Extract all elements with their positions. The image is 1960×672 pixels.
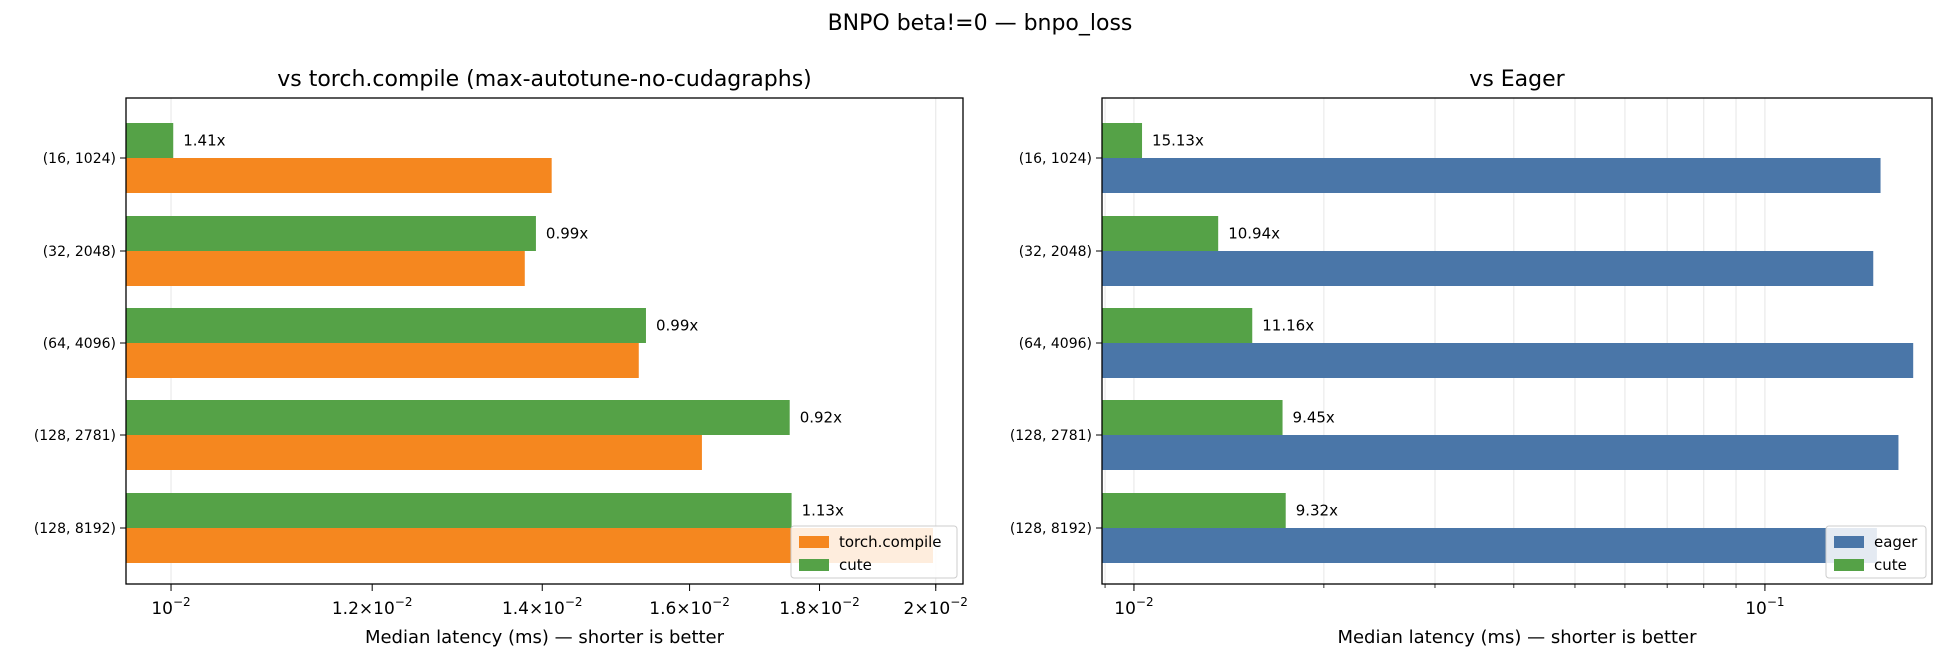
bar-eager-3 — [1102, 343, 1914, 378]
bar-torch-compile-2 — [126, 251, 525, 286]
bar-cute-2 — [126, 216, 536, 251]
x-tick-label: 10−2 — [151, 595, 190, 619]
legend-swatch — [799, 559, 829, 571]
y-tick-label: (16, 1024) — [1019, 151, 1092, 167]
bar-eager-2 — [1102, 251, 1874, 286]
bar-cute-2 — [1102, 216, 1219, 251]
plot-frame — [1101, 97, 1933, 585]
data-label: 9.45x — [1293, 409, 1335, 427]
data-label: 9.32x — [1296, 502, 1338, 520]
bar-eager-5 — [1102, 528, 1877, 563]
bar-cute-4 — [126, 400, 790, 435]
bars: 15.13x 10.94x 11.16x 9.45x 9.32x — [1102, 123, 1914, 563]
x-axis-label: Median latency (ms) — shorter is better — [1337, 627, 1697, 648]
y-tick-label: (16, 1024) — [43, 151, 116, 167]
panel-title: vs torch.compile (max-autotune-no-cudagr… — [277, 67, 812, 92]
bar-cute-3 — [126, 308, 646, 343]
figure-suptitle: BNPO beta!=0 — bnpo_loss — [828, 11, 1133, 36]
panel-title: vs Eager — [1469, 67, 1565, 92]
bar-cute-3 — [1102, 308, 1253, 343]
bar-eager-4 — [1102, 435, 1899, 470]
legend-box — [790, 525, 958, 579]
bars: 1.41x 0.99x 0.99x 0.92x 1.13x — [126, 123, 933, 563]
y-tick-label: (128, 2781) — [1010, 428, 1092, 444]
x-tick-label: 1.6×10−2 — [649, 595, 730, 619]
bar-cute-1 — [126, 123, 174, 158]
bar-eager-1 — [1102, 158, 1881, 193]
legend-swatch — [799, 536, 829, 548]
legend-label: cute — [1874, 556, 1907, 574]
legend-swatch — [1834, 559, 1864, 571]
data-label: 0.92x — [800, 409, 842, 427]
x-tick-label: 1.4×10−2 — [502, 595, 583, 619]
data-label: 0.99x — [656, 317, 698, 335]
chart-panel-2: 15.13x 10.94x 11.16x 9.45x 9.32x (16, 1024) (3… — [1010, 67, 1933, 648]
bar-cute-5 — [126, 493, 792, 528]
legend-label: cute — [839, 556, 872, 574]
data-label: 11.16x — [1262, 317, 1314, 335]
y-tick-label: (32, 2048) — [1019, 244, 1092, 260]
legend-swatch — [1834, 536, 1864, 548]
bar-cute-5 — [1102, 493, 1286, 528]
data-label: 10.94x — [1228, 225, 1280, 243]
x-axis-label: Median latency (ms) — shorter is better — [365, 627, 725, 648]
y-tick-label: (128, 2781) — [34, 428, 116, 444]
x-tick-label: 10−1 — [1745, 595, 1784, 619]
legend-label: torch.compile — [839, 533, 942, 551]
y-tick-label: (128, 8192) — [34, 521, 116, 537]
bar-cute-4 — [1102, 400, 1283, 435]
bar-cute-1 — [1102, 123, 1143, 158]
legend: eager cute — [1825, 525, 1927, 579]
data-label: 0.99x — [546, 225, 588, 243]
y-tick-label: (32, 2048) — [43, 244, 116, 260]
plot-frame — [125, 97, 964, 585]
legend-label: eager — [1874, 533, 1918, 551]
x-tick-label: 1.2×10−2 — [332, 595, 413, 619]
x-tick-label: 10−2 — [1114, 595, 1153, 619]
y-tick-label: (128, 8192) — [1010, 521, 1092, 537]
data-label: 1.41x — [183, 132, 225, 150]
x-tick-label: 1.8×10−2 — [779, 595, 860, 619]
bar-torch-compile-3 — [126, 343, 639, 378]
data-label: 1.13x — [802, 502, 844, 520]
bar-torch-compile-4 — [126, 435, 702, 470]
data-label: 15.13x — [1152, 132, 1204, 150]
legend: torch.compile cute — [790, 525, 958, 579]
bar-torch-compile-1 — [126, 158, 552, 193]
x-tick-label: 2×10−2 — [904, 595, 968, 619]
y-tick-label: (64, 4096) — [1019, 336, 1092, 352]
y-tick-label: (64, 4096) — [43, 336, 116, 352]
chart-panel-1: 1.41x 0.99x 0.99x 0.92x 1.13x (16, 1024) (32, … — [34, 67, 968, 648]
